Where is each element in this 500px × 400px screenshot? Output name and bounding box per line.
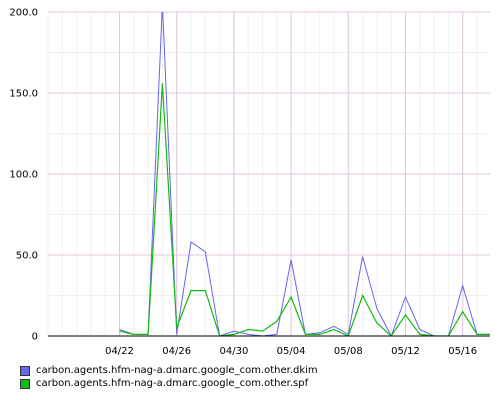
y-tick-label: 200.0 — [9, 8, 38, 19]
x-tick-label: 04/22 — [105, 346, 134, 357]
x-tick-label: 05/12 — [391, 346, 420, 357]
x-tick-label: 04/30 — [219, 346, 248, 357]
x-tick-label: 05/08 — [334, 346, 363, 357]
legend-swatch-dkim — [20, 365, 30, 376]
y-tick-label: 50.0 — [16, 251, 38, 262]
legend-swatch-spf — [20, 378, 30, 389]
y-tick-label: 0 — [32, 332, 38, 343]
x-tick-label: 05/04 — [277, 346, 306, 357]
y-tick-label: 150.0 — [9, 89, 38, 100]
series-line-dkim — [119, 12, 490, 336]
y-tick-label: 100.0 — [9, 170, 38, 181]
legend-item-dkim: carbon.agents.hfm-nag-a.dmarc.google_com… — [20, 364, 318, 377]
legend-label-spf: carbon.agents.hfm-nag-a.dmarc.google_com… — [36, 378, 309, 389]
line-chart: 04/22 04/26 04/30 05/04 05/08 05/12 05/16 0 50.0… — [9, 8, 490, 357]
legend: carbon.agents.hfm-nag-a.dmarc.google_com… — [20, 364, 318, 390]
series-line-spf — [119, 83, 490, 336]
legend-label-dkim: carbon.agents.hfm-nag-a.dmarc.google_com… — [36, 365, 318, 376]
x-tick-label: 05/16 — [448, 346, 477, 357]
legend-item-spf: carbon.agents.hfm-nag-a.dmarc.google_com… — [20, 377, 318, 390]
x-tick-label: 04/26 — [162, 346, 191, 357]
